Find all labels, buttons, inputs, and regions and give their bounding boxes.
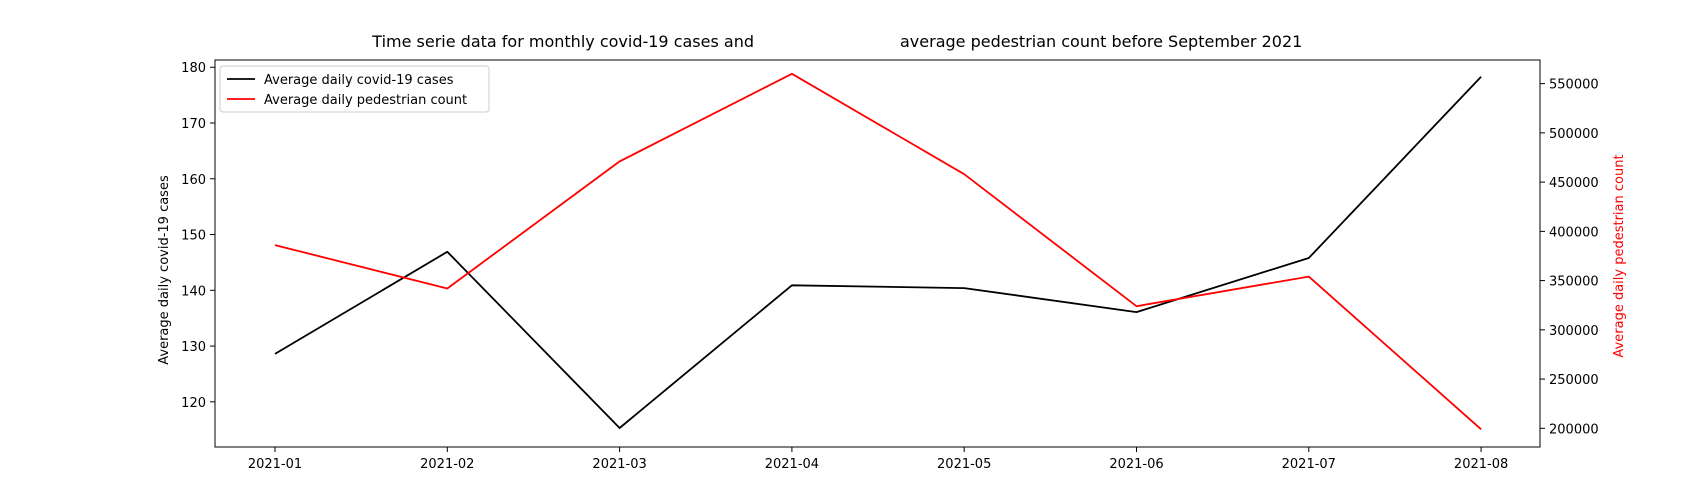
y-left-tick-label: 140: [181, 284, 206, 299]
y-right-tick-label: 350000: [1549, 275, 1599, 290]
x-tick-label: 2021-04: [765, 457, 819, 472]
chart-title-part2: average pedestrian count before Septembe…: [900, 32, 1302, 51]
x-tick-label: 2021-05: [937, 457, 991, 472]
y-right-tick-label: 450000: [1549, 176, 1599, 191]
x-tick-label: 2021-08: [1454, 457, 1508, 472]
y-left-tick-label: 170: [181, 117, 206, 132]
y-right-tick-label: 250000: [1549, 373, 1599, 388]
y-left-tick-label: 150: [181, 229, 206, 244]
pedestrian-count-line: [274, 72, 1482, 430]
y-axis-left-label: Average daily covid-19 cases: [157, 175, 172, 365]
x-tick-label: 2021-07: [1282, 457, 1336, 472]
y-left-tick-label: 120: [181, 396, 206, 411]
plot-frame: [214, 59, 1541, 448]
y-right-tick-label: 200000: [1549, 422, 1599, 437]
y-left-tick-label: 130: [181, 340, 206, 355]
legend-label: Average daily pedestrian count: [264, 93, 467, 108]
x-tick-label: 2021-02: [420, 457, 474, 472]
legend: Average daily covid-19 cases Average dail…: [219, 65, 490, 113]
y-right-tick-label: 300000: [1549, 324, 1599, 339]
legend-label: Average daily covid-19 cases: [264, 73, 454, 88]
plot-area: 2021-01 2021-02 2021-03 2021-04 2021-05 2021-…: [181, 59, 1599, 472]
chart-title-part1: Time serie data for monthly covid-19 cas…: [371, 32, 754, 51]
y-left-tick-label: 160: [181, 173, 206, 188]
x-tick-label: 2021-06: [1109, 457, 1163, 472]
x-tick-label: 2021-01: [248, 457, 302, 472]
y-right-tick-label: 550000: [1549, 78, 1599, 93]
covid-cases-line: [274, 76, 1482, 429]
y-axis-right-label: Average daily pedestrian count: [1612, 154, 1627, 357]
legend-box: [219, 65, 490, 113]
x-tick-label: 2021-03: [592, 457, 646, 472]
y-left-tick-label: 180: [181, 61, 206, 76]
y-right-tick-label: 500000: [1549, 127, 1599, 142]
y-right-tick-label: 400000: [1549, 225, 1599, 240]
